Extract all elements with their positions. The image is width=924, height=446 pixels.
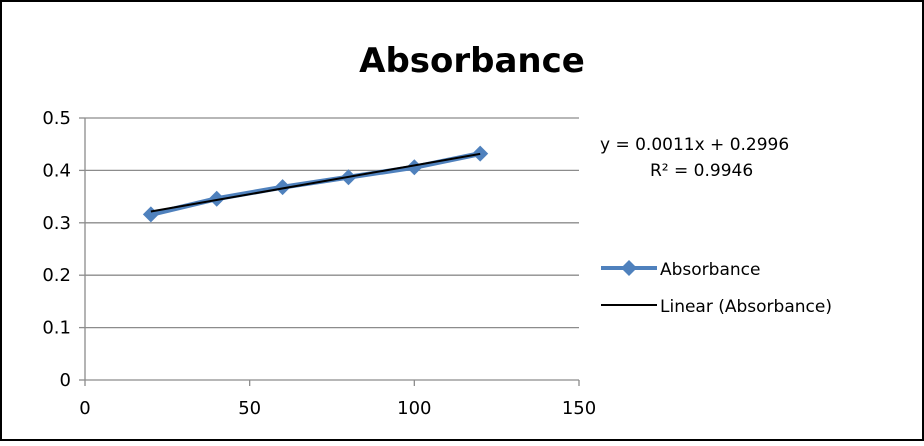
chart-title: Absorbance (359, 41, 585, 81)
x-tick-label: 100 (397, 398, 431, 419)
x-tick-labels: 0 50 100 150 (79, 398, 596, 419)
x-tick-label: 150 (562, 398, 596, 419)
legend-absorbance-label: Absorbance (660, 260, 760, 280)
y-tick-label: 0.2 (42, 265, 71, 286)
y-tick-label: 0.3 (42, 213, 71, 234)
grid-layer (85, 117, 579, 329)
data-point-absorbance (208, 190, 225, 207)
legend: Absorbance Linear (Absorbance) (601, 260, 832, 317)
legend-absorbance-marker (621, 260, 637, 276)
y-tick-labels: 0 0.1 0.2 0.3 0.4 0.5 (42, 108, 71, 391)
x-tick-label: 0 (79, 398, 90, 419)
y-tick-label: 0.5 (42, 108, 71, 129)
data-point-absorbance (406, 159, 423, 176)
axis-layer (79, 117, 580, 386)
legend-linear-label: Linear (Absorbance) (660, 297, 832, 317)
data-point-absorbance (274, 179, 291, 196)
trendline-equation: y = 0.0011x + 0.2996 (600, 135, 789, 155)
y-tick-label: 0.4 (42, 160, 71, 181)
y-tick-label: 0.1 (42, 318, 71, 339)
data-point-absorbance (472, 145, 489, 162)
x-tick-label: 50 (238, 398, 261, 419)
trendline-r-squared: R² = 0.9946 (650, 161, 753, 181)
y-tick-label: 0 (60, 370, 71, 391)
trendline-linear (150, 152, 481, 213)
trendline-layer (150, 152, 481, 213)
